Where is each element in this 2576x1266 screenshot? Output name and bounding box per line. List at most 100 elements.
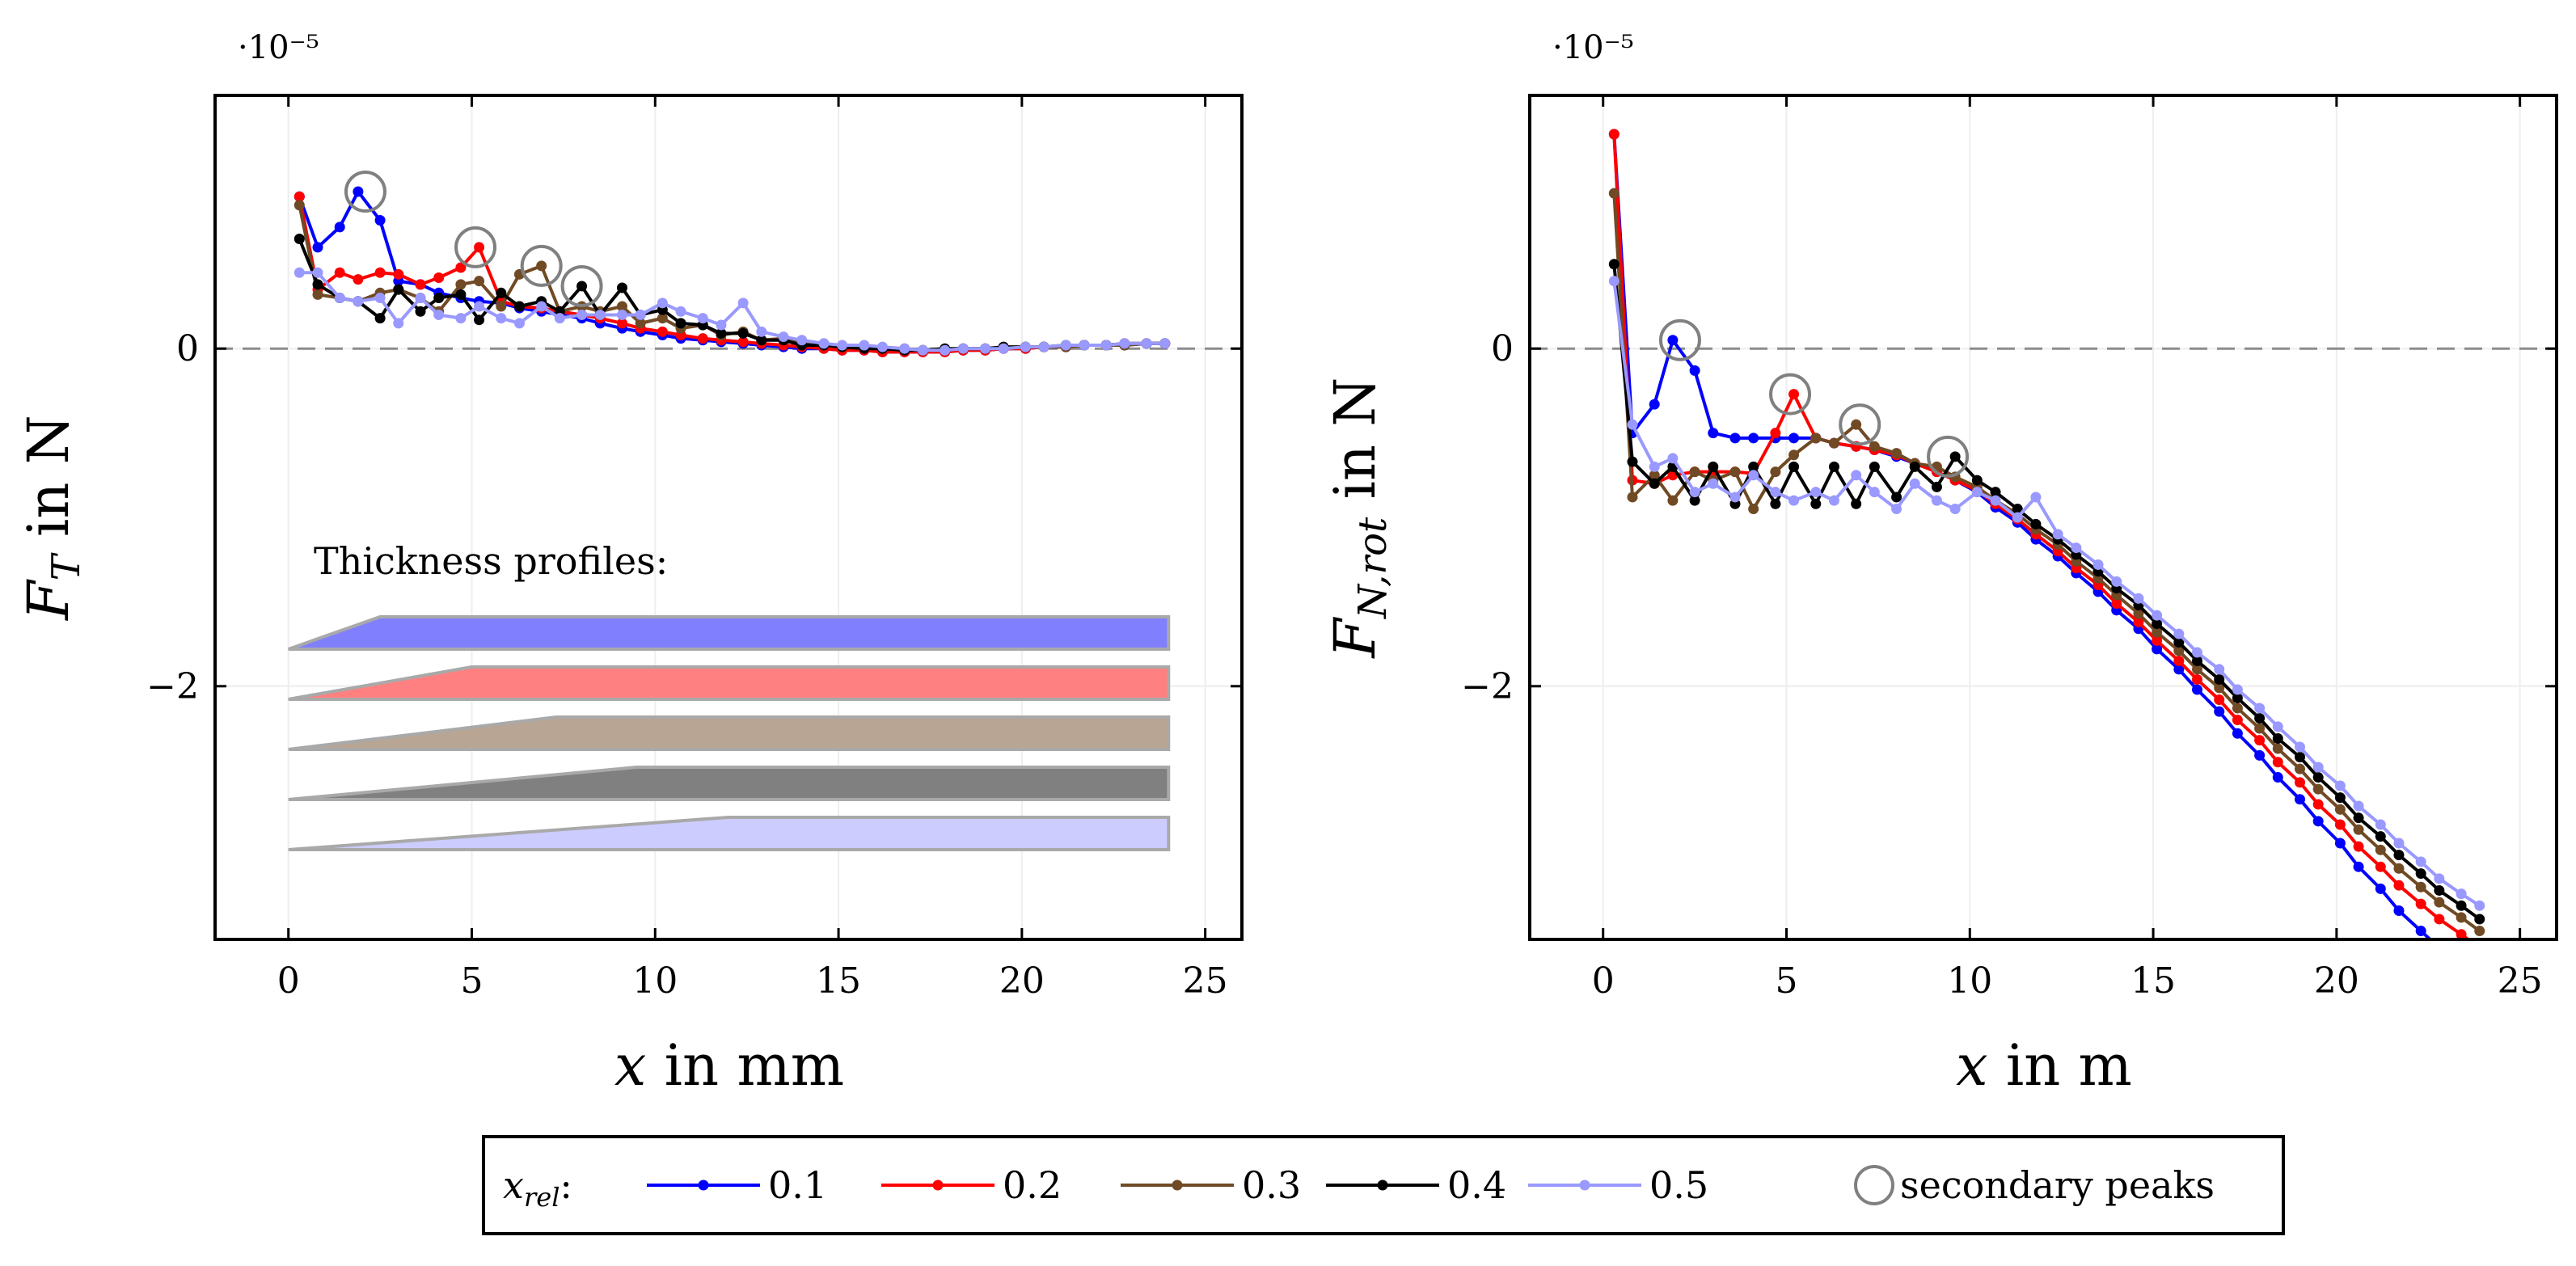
right-point-0.3: [2173, 645, 2185, 656]
left-point-0.3: [474, 276, 485, 287]
right-point-0.5: [1689, 487, 1700, 498]
left-secondary-peak-marker: [520, 244, 563, 287]
left-x-tick-label: 20: [999, 960, 1045, 1002]
left-point-0.5: [675, 306, 686, 317]
left-point-0.4: [455, 289, 467, 300]
left-point-0.5: [594, 309, 606, 320]
right-x-tick-label: 10: [1947, 960, 1992, 1002]
right-point-0.2: [2214, 694, 2225, 706]
right-point-0.1: [2312, 816, 2324, 827]
left-point-0.5: [778, 331, 789, 343]
left-point-0.5: [474, 301, 485, 312]
right-point-0.2: [2434, 914, 2445, 925]
right-point-0.2: [2295, 777, 2305, 788]
left-point-0.1: [353, 186, 364, 197]
right-x-tick-label: 5: [1776, 960, 1798, 1002]
left-point-0.5: [957, 343, 969, 354]
right-point-0.4: [2232, 692, 2243, 703]
right-point-0.5: [1667, 453, 1679, 464]
right-point-0.3: [2152, 627, 2163, 638]
left-series-line-0.4: [298, 238, 1165, 352]
left-point-0.1: [374, 215, 386, 226]
left-point-0.1: [312, 242, 323, 253]
left-x-tick-label: 25: [1183, 960, 1228, 1002]
left-point-0.4: [393, 284, 404, 295]
left-point-0.5: [353, 296, 364, 307]
right-point-0.4: [2434, 884, 2445, 896]
right-point-0.3: [2375, 844, 2386, 855]
right-point-0.3: [2456, 912, 2467, 923]
right-point-0.2: [2272, 757, 2283, 768]
right-point-0.5: [2192, 647, 2202, 658]
right-ticks: 0 5 10 15 20 25 −2 0: [1461, 95, 2557, 1002]
left-point-0.2: [374, 267, 386, 278]
thickness-profile: [288, 816, 1171, 851]
left-point-0.5: [616, 309, 627, 320]
left-ticks: 0 5 10 15 20 25 −2 0: [146, 95, 1242, 1002]
right-point-0.2: [2173, 655, 2185, 666]
right-point-0.2: [2353, 841, 2364, 852]
left-series-line-0.3: [298, 205, 1165, 352]
right-point-0.3: [1891, 448, 1902, 459]
left-point-0.4: [293, 233, 305, 244]
right-point-0.2: [2312, 799, 2324, 810]
right-y-axis-label: FN,rot in N: [1322, 377, 1396, 659]
left-point-0.5: [1079, 340, 1090, 351]
right-point-0.4: [2375, 831, 2386, 842]
right-ylabel-main: F: [1322, 617, 1388, 660]
left-point-0.4: [756, 335, 767, 346]
right-point-0.5: [2334, 780, 2346, 791]
right-point-0.4: [1949, 451, 1961, 462]
right-point-0.1: [2272, 772, 2283, 783]
right-x-tick-label: 20: [2314, 960, 2359, 1002]
right-point-0.5: [2353, 800, 2364, 812]
right-point-0.5: [2214, 664, 2225, 675]
left-point-0.3: [455, 279, 467, 290]
right-point-0.1: [2474, 964, 2485, 975]
left-point-0.5: [716, 319, 727, 331]
legend-title: xrel:: [503, 1163, 572, 1213]
left-point-0.1: [334, 222, 345, 233]
left-point-0.5: [1141, 338, 1152, 349]
legend-marker-0.1: [698, 1179, 709, 1191]
left-point-0.5: [980, 343, 990, 354]
right-point-0.5: [2474, 900, 2485, 911]
right-point-0.4: [1869, 461, 1880, 472]
right-point-0.1: [2375, 883, 2386, 894]
left-inset: Thickness profiles:: [288, 539, 1171, 851]
right-y-tick-label: −2: [1461, 666, 1514, 707]
left-point-0.4: [576, 281, 588, 292]
right-point-0.3: [2232, 703, 2243, 714]
right-point-0.1: [2232, 728, 2243, 739]
left-point-0.2: [657, 326, 668, 337]
left-point-0.2: [293, 191, 305, 202]
left-secondary-peak-marker: [560, 264, 603, 307]
right-point-0.1: [2254, 749, 2266, 761]
right-point-0.4: [2152, 618, 2163, 630]
left-point-0.4: [737, 327, 749, 339]
right-point-0.1: [2434, 943, 2444, 953]
left-plot-frame: [213, 94, 1244, 941]
left-point-0.5: [697, 313, 708, 324]
right-point-0.5: [2312, 762, 2324, 773]
left-point-0.5: [657, 298, 668, 309]
left-point-0.5: [293, 267, 305, 278]
right-point-0.5: [1788, 495, 1800, 506]
left-ylabel-main: F: [15, 579, 82, 622]
left-point-0.5: [374, 293, 386, 304]
right-point-0.4: [2393, 850, 2405, 861]
right-point-0.4: [2192, 655, 2202, 666]
left-point-0.5: [1020, 341, 1031, 352]
thickness-profile: [288, 715, 1171, 751]
right-point-0.1: [1649, 399, 1660, 410]
right-point-0.4: [1770, 498, 1781, 509]
left-point-0.5: [1159, 338, 1171, 349]
right-point-0.5: [2254, 703, 2266, 714]
right-point-0.3: [1828, 437, 1839, 449]
right-point-0.5: [2133, 593, 2144, 604]
right-point-0.3: [2254, 723, 2266, 734]
left-series-line-0.2: [298, 196, 1165, 354]
left-ylabel-rest: in N: [15, 415, 82, 555]
right-point-0.1: [1748, 433, 1759, 444]
